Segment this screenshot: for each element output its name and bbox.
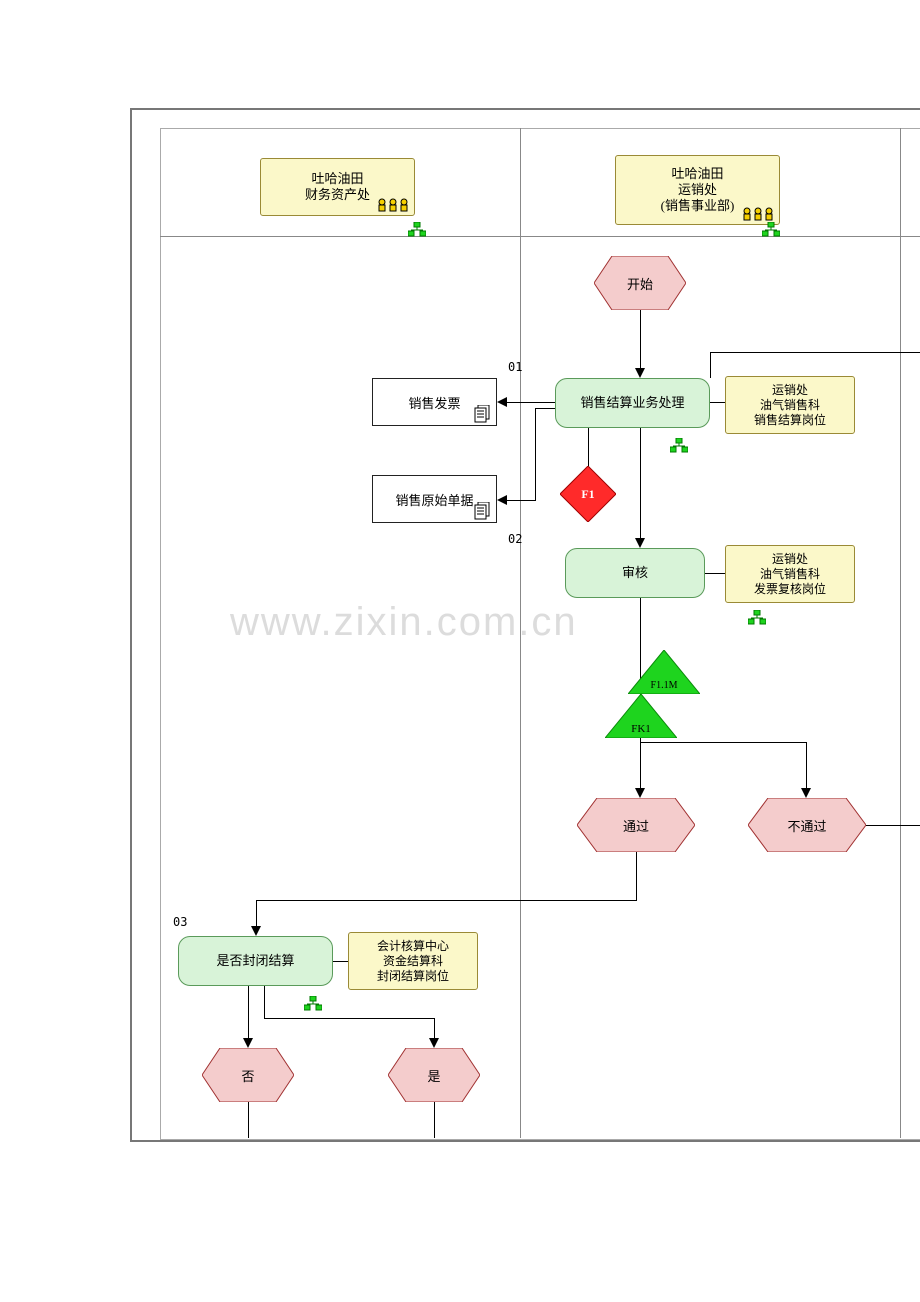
control-fk1: FK1 [605, 694, 677, 738]
fail-label: 不通过 [748, 798, 866, 852]
diagram-stage: www.zixin.com.cn 吐哈油田 财务资产处 吐哈油田 运销处 (销售… [0, 0, 920, 1302]
pass-node: 通过 [577, 798, 695, 852]
people-icon [376, 197, 410, 213]
step-tag-03: 03 [173, 915, 187, 929]
lane-header-finance-line1: 吐哈油田 [311, 171, 363, 187]
edge [710, 352, 711, 378]
edge [333, 961, 348, 962]
yes-node: 是 [388, 1048, 480, 1102]
arrowhead-icon [251, 926, 261, 936]
org-tree-icon [762, 222, 780, 238]
doc-invoice-label: 销售发票 [408, 393, 460, 412]
org-line: 会计核算中心 [377, 939, 449, 954]
edge [535, 408, 555, 409]
risk-f1-label: F1 [560, 466, 616, 522]
edge [248, 986, 249, 1040]
org-tree-icon [304, 996, 322, 1012]
lane-header-sales-line1: 吐哈油田 [671, 166, 723, 182]
edge [866, 825, 920, 826]
arrowhead-icon [635, 788, 645, 798]
doc-invoice: 销售发票 [372, 378, 497, 426]
arrowhead-icon [635, 368, 645, 378]
org-line: 油气销售科 [760, 398, 820, 413]
edge [806, 742, 807, 790]
org-tree-icon [748, 610, 766, 626]
org-line: 油气销售科 [760, 567, 820, 582]
lane-header-sales-line2: 运销处 [678, 182, 717, 198]
edge [705, 573, 725, 574]
yes-label: 是 [388, 1048, 480, 1102]
org-tree-icon [408, 222, 426, 238]
lane-sep-2 [900, 128, 901, 1138]
edge [640, 742, 806, 743]
lane-header-sales: 吐哈油田 运销处 (销售事业部) [615, 155, 780, 225]
org-line: 资金结算科 [383, 954, 443, 969]
doc-source: 销售原始单据 [372, 475, 497, 523]
edge [256, 900, 637, 901]
control-f1-1m: F1.1M [628, 650, 700, 694]
step-tag-02: 02 [508, 532, 522, 546]
edge [710, 352, 920, 353]
edge [434, 1018, 435, 1040]
step-tag-01: 01 [508, 360, 522, 374]
arrowhead-icon [429, 1038, 439, 1048]
edge [248, 1102, 249, 1138]
pass-label: 通过 [577, 798, 695, 852]
step-01-org: 运销处 油气销售科 销售结算岗位 [725, 376, 855, 434]
edge [264, 986, 265, 1018]
step-03-org: 会计核算中心 资金结算科 封闭结算岗位 [348, 932, 478, 990]
start-label: 开始 [594, 256, 686, 310]
no-label: 否 [202, 1048, 294, 1102]
lane-header-finance: 吐哈油田 财务资产处 [260, 158, 415, 216]
step-02: 审核 [565, 548, 705, 598]
org-line: 封闭结算岗位 [377, 969, 449, 984]
edge [640, 428, 641, 540]
arrowhead-icon [635, 538, 645, 548]
org-line: 销售结算岗位 [754, 413, 826, 428]
step-03: 是否封闭结算 [178, 936, 333, 986]
lane-header-sales-line3: (销售事业部) [661, 198, 735, 214]
arrowhead-icon [497, 397, 507, 407]
edge [264, 1018, 434, 1019]
control-label: F1.1M [628, 650, 700, 694]
edge [535, 408, 536, 500]
edge [500, 402, 555, 403]
edge [640, 742, 641, 790]
edge [256, 900, 257, 928]
edge [636, 852, 637, 900]
step-02-org: 运销处 油气销售科 发票复核岗位 [725, 545, 855, 603]
control-label: FK1 [605, 694, 677, 738]
edge [588, 428, 589, 468]
edge [640, 310, 641, 370]
risk-f1: F1 [560, 466, 616, 522]
org-line: 运销处 [772, 383, 808, 398]
lane-header-sep [160, 236, 920, 237]
edge [434, 1102, 435, 1138]
frame-inner [160, 128, 920, 1140]
org-line: 发票复核岗位 [754, 582, 826, 597]
arrowhead-icon [243, 1038, 253, 1048]
no-node: 否 [202, 1048, 294, 1102]
doc-source-label: 销售原始单据 [395, 490, 473, 509]
lane-sep-1 [520, 128, 521, 1138]
arrowhead-icon [497, 495, 507, 505]
arrowhead-icon [801, 788, 811, 798]
org-line: 运销处 [772, 552, 808, 567]
lane-header-finance-line2: 财务资产处 [305, 187, 370, 203]
org-tree-icon [670, 438, 688, 454]
step-01: 销售结算业务处理 [555, 378, 710, 428]
edge [710, 402, 725, 403]
pages-icon [474, 405, 492, 423]
people-icon [741, 206, 775, 222]
start-node: 开始 [594, 256, 686, 310]
pages-icon [474, 502, 492, 520]
fail-node: 不通过 [748, 798, 866, 852]
